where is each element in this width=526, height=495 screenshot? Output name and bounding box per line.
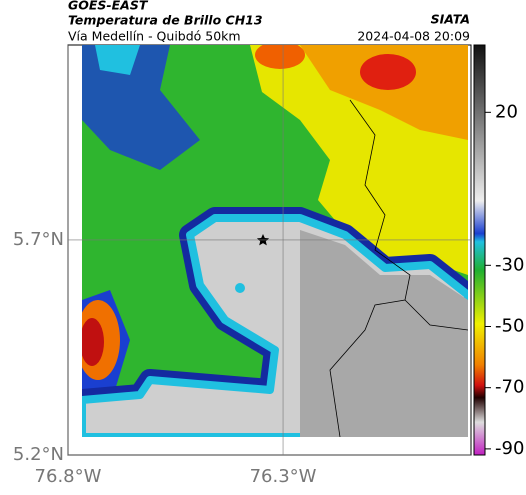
subtitle: Temperatura de Brillo CH13 — [68, 13, 263, 28]
satellite-image — [82, 45, 468, 437]
source: SIATA — [431, 12, 470, 27]
lat-tick-label: 5.7°N — [13, 229, 64, 250]
colorbar — [473, 44, 486, 456]
lon-tick-label: 76.3°W — [250, 466, 317, 487]
lat-tick-label: 5.2°N — [13, 444, 64, 465]
colorbar-tick-label: 20 — [495, 101, 518, 122]
colorbar-tick-label: -50 — [495, 315, 524, 336]
colorbar-tick-label: -90 — [495, 438, 524, 459]
region: Vía Medellín - Quibdó 50km — [68, 29, 241, 44]
lon-tick-label: 76.8°W — [35, 466, 102, 487]
colorbar-tick-label: -70 — [495, 377, 524, 398]
datetime: 2024-04-08 20:09 — [357, 29, 470, 44]
title: GOES-EAST — [68, 0, 149, 13]
colorbar-tick-label: -30 — [495, 254, 524, 275]
